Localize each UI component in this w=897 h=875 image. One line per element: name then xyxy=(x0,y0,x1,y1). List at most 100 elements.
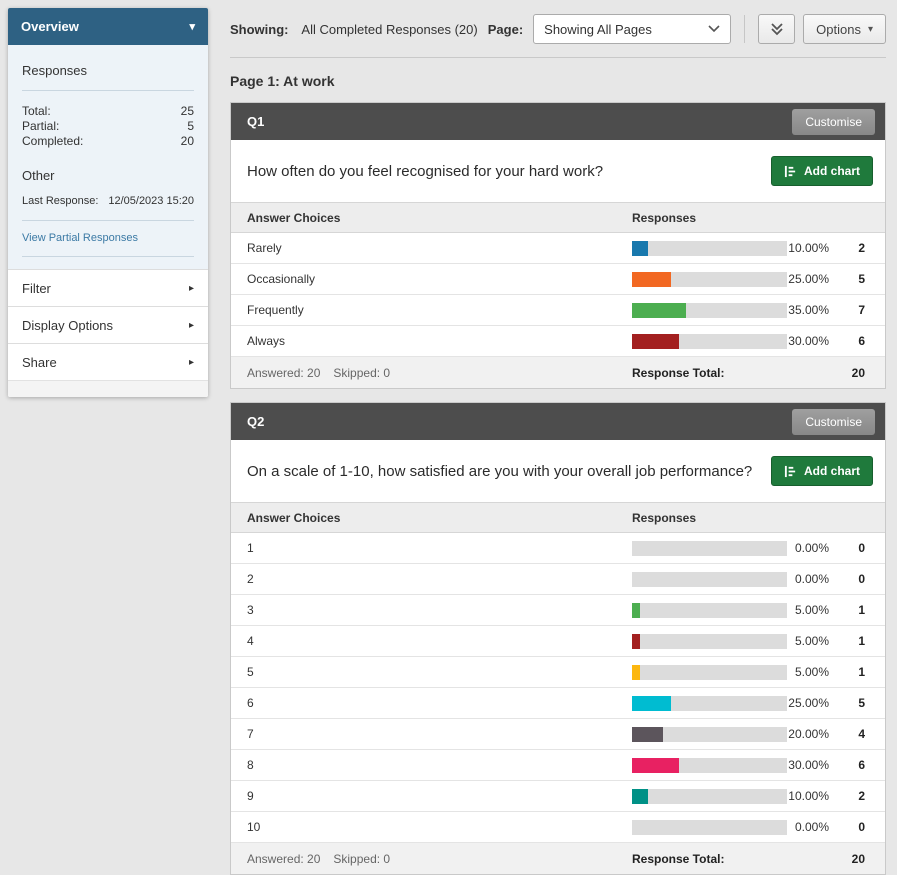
answer-row: 8 30.00% 6 xyxy=(231,750,885,781)
bar-chart-icon xyxy=(784,165,796,177)
response-count: 5 xyxy=(858,272,865,286)
bar-track xyxy=(632,695,787,711)
responses-header: Responses xyxy=(632,510,697,525)
response-percent: 5.00% xyxy=(794,603,829,617)
answer-label: 1 xyxy=(247,541,254,555)
showing-label: Showing: xyxy=(230,21,289,37)
bar-fill xyxy=(632,664,640,680)
response-percent: 0.00% xyxy=(794,572,829,586)
answer-row: 1 0.00% 0 xyxy=(231,533,885,564)
answer-label: 7 xyxy=(247,727,254,741)
add-chart-label: Add chart xyxy=(803,164,860,178)
bar-track xyxy=(632,788,787,804)
bar-track xyxy=(632,633,787,649)
bar-track xyxy=(632,333,787,349)
stat-completed: Completed: 20 xyxy=(22,134,194,149)
bar-track xyxy=(632,602,787,618)
topbar-controls: Page: Showing All Pages Options ▾ xyxy=(488,14,886,44)
response-percent: 0.00% xyxy=(794,541,829,555)
response-percent: 25.00% xyxy=(788,272,829,286)
answer-label: 10 xyxy=(247,820,261,834)
last-response-label: Last Response: xyxy=(22,195,99,207)
response-bar xyxy=(632,333,787,349)
customise-button[interactable]: Customise xyxy=(792,408,875,435)
stat-label: Completed: xyxy=(22,134,84,148)
response-count: 6 xyxy=(858,334,865,348)
response-bar xyxy=(632,788,787,804)
question-panel-q1: Q1 Customise How often do you feel recog… xyxy=(230,102,886,389)
bar-fill xyxy=(632,271,671,287)
collapse-all-button[interactable] xyxy=(758,14,796,44)
response-total-label: Response Total: xyxy=(632,851,725,866)
stat-value: 25 xyxy=(180,104,194,118)
sidebar-item-share[interactable]: Share ▸ xyxy=(8,343,208,380)
answer-label: Frequently xyxy=(247,303,304,317)
options-button[interactable]: Options ▾ xyxy=(803,14,886,44)
sidebar-item-filter[interactable]: Filter ▸ xyxy=(8,269,208,306)
question-id: Q2 xyxy=(247,414,265,429)
answer-row: Frequently 35.00% 7 xyxy=(231,295,885,326)
add-chart-label: Add chart xyxy=(803,464,860,478)
answer-row: 7 20.00% 4 xyxy=(231,719,885,750)
customise-button[interactable]: Customise xyxy=(792,108,875,135)
response-bar xyxy=(632,695,787,711)
response-stats: Total: 25 Partial: 5 Completed: 20 xyxy=(22,91,194,155)
question-header: Q1 Customise xyxy=(231,103,885,140)
chevron-down-icon: ▾ xyxy=(189,21,195,33)
view-partial-responses-link[interactable]: View Partial Responses xyxy=(22,232,138,244)
answered-count: Answered: 20 xyxy=(247,851,321,866)
sidebar-item-display-options[interactable]: Display Options ▸ xyxy=(8,306,208,343)
table-footer: Answered: 20 Skipped: 0 Response Total: … xyxy=(231,357,885,388)
add-chart-button[interactable]: Add chart xyxy=(770,456,873,486)
response-total-value: 20 xyxy=(851,851,865,866)
page-select[interactable]: Showing All Pages xyxy=(533,14,732,44)
response-count: 1 xyxy=(858,665,865,679)
bar-track xyxy=(632,664,787,680)
table-body: Rarely 10.00% 2 Occasionally 25.00% 5 Frequent… xyxy=(231,233,885,357)
response-count: 0 xyxy=(858,572,865,586)
page-label: Page: xyxy=(487,21,524,37)
response-count: 4 xyxy=(858,727,865,741)
divider xyxy=(744,15,746,43)
other-title: Other xyxy=(22,168,55,183)
answer-label: 2 xyxy=(247,572,254,586)
last-response-value: 12/05/2023 15:20 xyxy=(108,195,194,207)
stat-partial: Partial: 5 xyxy=(22,119,194,134)
answer-choices-header: Answer Choices xyxy=(247,510,341,525)
response-bar xyxy=(632,664,787,680)
sidebar-item-label: Share xyxy=(22,354,57,370)
sidebar-item-label: Display Options xyxy=(22,317,114,333)
add-chart-button[interactable]: Add chart xyxy=(770,156,873,186)
page-select-value: Showing All Pages xyxy=(544,21,652,37)
response-bar xyxy=(632,571,787,587)
chevron-right-icon: ▸ xyxy=(188,356,194,368)
answer-label: 5 xyxy=(247,665,254,679)
answer-label: 6 xyxy=(247,696,254,710)
bar-track xyxy=(632,271,787,287)
chevron-down-icon: ▾ xyxy=(867,23,873,35)
spacer xyxy=(22,257,194,269)
chevron-right-icon: ▸ xyxy=(188,282,194,294)
response-percent: 5.00% xyxy=(794,665,829,679)
chevron-down-icon xyxy=(708,25,720,33)
bar-track xyxy=(632,540,787,556)
skipped-count: Skipped: 0 xyxy=(333,851,391,866)
divider xyxy=(22,90,194,91)
response-percent: 10.00% xyxy=(788,241,829,255)
question-text: How often do you feel recognised for you… xyxy=(247,162,604,180)
double-chevron-down-icon xyxy=(771,23,783,36)
response-bar xyxy=(632,757,787,773)
bar-track xyxy=(632,571,787,587)
answer-row: 4 5.00% 1 xyxy=(231,626,885,657)
skipped-count: Skipped: 0 xyxy=(333,365,391,380)
showing-status: Showing: All Completed Responses (20) xyxy=(230,22,478,37)
main-content: Showing: All Completed Responses (20) Pa… xyxy=(230,8,886,875)
answer-row: Rarely 10.00% 2 xyxy=(231,233,885,264)
responses-header: Responses xyxy=(632,210,697,225)
answered-skipped: Answered: 20 Skipped: 0 xyxy=(231,366,632,380)
stat-value: 5 xyxy=(187,119,194,133)
bar-fill xyxy=(632,788,648,804)
question-panel-q2: Q2 Customise On a scale of 1-10, how sat… xyxy=(230,402,886,875)
overview-dropdown[interactable]: Overview ▾ xyxy=(8,8,208,45)
response-bar xyxy=(632,602,787,618)
